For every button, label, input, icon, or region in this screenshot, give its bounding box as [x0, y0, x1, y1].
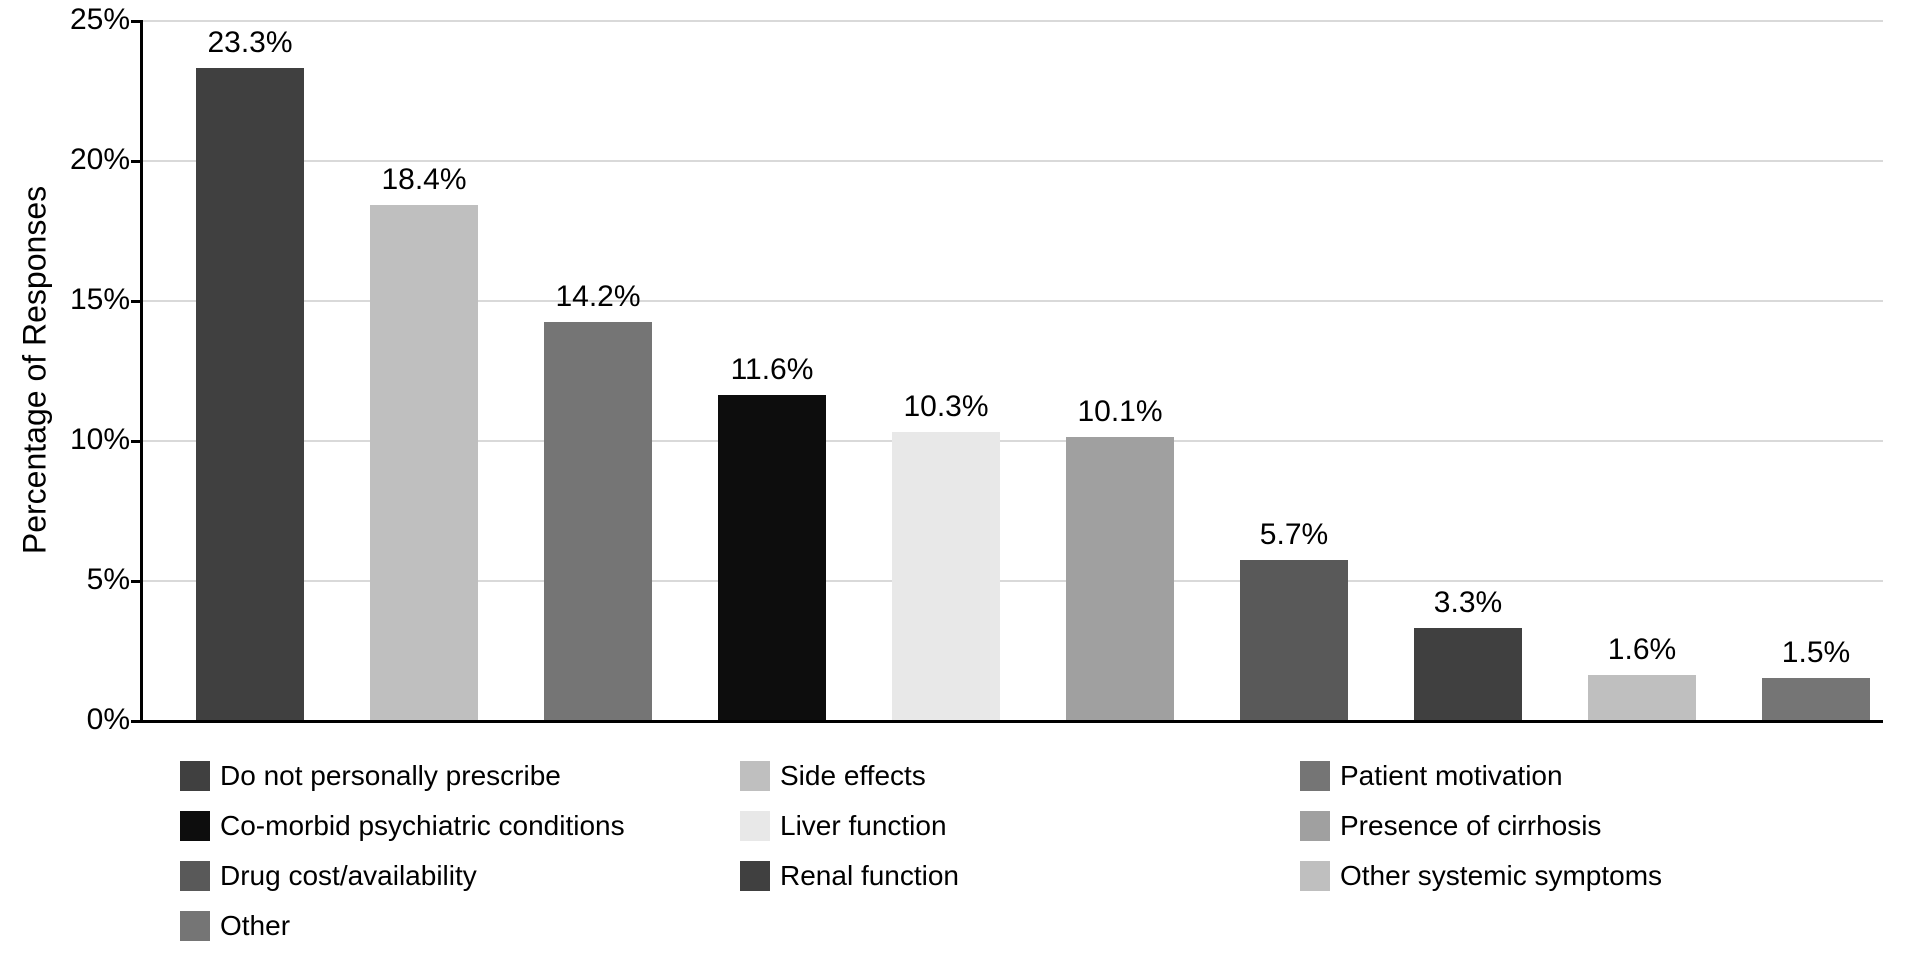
legend: Do not personally prescribe Side effects P…: [180, 760, 1880, 942]
legend-swatch: [740, 761, 770, 791]
bar: [1066, 437, 1174, 720]
legend-swatch: [1300, 861, 1330, 891]
legend-label: Side effects: [780, 760, 926, 792]
y-tick: [131, 580, 143, 583]
y-tick: [131, 20, 143, 23]
legend-swatch: [740, 861, 770, 891]
y-tick: [131, 300, 143, 303]
bar: [1240, 560, 1348, 720]
bar-value-label: 1.5%: [1716, 636, 1916, 670]
legend-item: Patient motivation: [1300, 760, 1860, 792]
bar-value-label: 11.6%: [672, 353, 872, 387]
legend-label: Co-morbid psychiatric conditions: [220, 810, 625, 842]
legend-label: Drug cost/availability: [220, 860, 477, 892]
bar-value-label: 23.3%: [150, 26, 350, 60]
legend-item: Other systemic symptoms: [1300, 860, 1860, 892]
bar-value-label: 5.7%: [1194, 518, 1394, 552]
bar: [718, 395, 826, 720]
plot-area: 23.3% 18.4% 14.2% 11.6%10.3%10.1% 5.7% 3.3% 1.…: [140, 20, 1883, 723]
y-tick-label: 15%: [50, 283, 130, 317]
legend-label: Presence of cirrhosis: [1340, 810, 1601, 842]
legend-item: Renal function: [740, 860, 1300, 892]
y-tick-label: 25%: [50, 3, 130, 37]
bar: [544, 322, 652, 720]
bars-container: [143, 20, 1883, 720]
y-axis-title: Percentage of Responses: [17, 186, 54, 554]
legend-label: Do not personally prescribe: [220, 760, 561, 792]
legend-swatch: [180, 811, 210, 841]
bar-value-label: 10.3%: [846, 390, 1046, 424]
legend-item: Co-morbid psychiatric conditions: [180, 810, 740, 842]
bar-value-label: 1.6%: [1542, 633, 1742, 667]
bar-value-label: 14.2%: [498, 280, 698, 314]
y-tick-label: 0%: [50, 703, 130, 737]
legend-item: Drug cost/availability: [180, 860, 740, 892]
bar: [1762, 678, 1870, 720]
legend-label: Other systemic symptoms: [1340, 860, 1662, 892]
legend-swatch: [180, 761, 210, 791]
legend-swatch: [180, 911, 210, 941]
bar: [1588, 675, 1696, 720]
legend-swatch: [180, 861, 210, 891]
y-tick: [131, 440, 143, 443]
legend-swatch: [1300, 811, 1330, 841]
y-tick-label: 5%: [50, 563, 130, 597]
bar-value-label: 10.1%: [1020, 395, 1220, 429]
legend-item: Side effects: [740, 760, 1300, 792]
y-tick: [131, 720, 143, 723]
legend-label: Patient motivation: [1340, 760, 1563, 792]
bar: [892, 432, 1000, 720]
legend-item: Liver function: [740, 810, 1300, 842]
bar-chart: Percentage of Responses 0% 5% 10% 15% 20% 25%…: [0, 0, 1920, 970]
legend-label: Liver function: [780, 810, 947, 842]
legend-label: Renal function: [780, 860, 959, 892]
bar: [1414, 628, 1522, 720]
bar: [196, 68, 304, 720]
legend-item: Presence of cirrhosis: [1300, 810, 1860, 842]
bar-value-label: 3.3%: [1368, 586, 1568, 620]
y-tick: [131, 160, 143, 163]
y-tick-label: 10%: [50, 423, 130, 457]
legend-item: Other: [180, 910, 740, 942]
legend-label: Other: [220, 910, 290, 942]
legend-swatch: [1300, 761, 1330, 791]
y-tick-label: 20%: [50, 143, 130, 177]
legend-swatch: [740, 811, 770, 841]
bar: [370, 205, 478, 720]
bar-value-label: 18.4%: [324, 163, 524, 197]
legend-item: Do not personally prescribe: [180, 760, 740, 792]
